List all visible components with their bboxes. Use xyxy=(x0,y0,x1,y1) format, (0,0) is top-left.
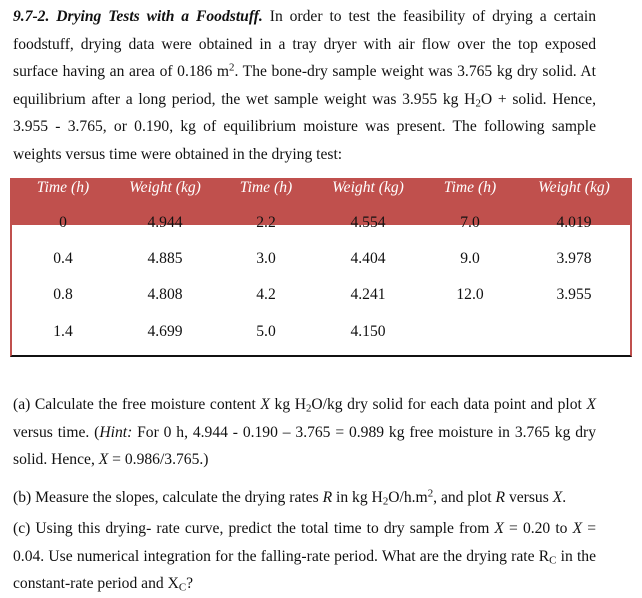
table-cell: 0 xyxy=(59,214,67,231)
text-run: 2 xyxy=(475,97,481,110)
table-header: Time (h) Weight (kg) Time (h) Weight (kg) Ti… xyxy=(10,178,632,225)
text-run: 2 xyxy=(229,61,235,74)
text-run: 2 xyxy=(305,402,312,415)
part-b: (b) Measure the slopes, calculate the dr… xyxy=(13,484,596,512)
table-cell: 4.150 xyxy=(350,323,386,340)
table-cell: 4.554 xyxy=(350,214,386,231)
table-cell: 4.019 xyxy=(556,214,592,231)
text-run: 2 xyxy=(427,487,434,500)
table-cell: 4.699 xyxy=(147,323,183,340)
column-header: Weight (kg) xyxy=(129,179,201,196)
text-run: O/kg dry solid for each data point and p… xyxy=(311,396,587,413)
text-run: C xyxy=(549,554,557,567)
part-a: (a) Calculate the free moisture content … xyxy=(13,391,596,474)
text-run: . xyxy=(562,489,567,506)
text-run: 9.7-2. Drying Tests with a Foodstuff. xyxy=(13,8,263,25)
table-cell: 7.0 xyxy=(460,214,480,231)
text-run: C xyxy=(178,581,187,594)
text-run: 2 xyxy=(382,495,389,508)
part-c: (c) Using this drying- rate curve, predi… xyxy=(13,515,596,598)
table-cell: 2.2 xyxy=(256,214,276,231)
text-run: (a) Calculate the free moisture content xyxy=(13,396,261,413)
column-header: Time (h) xyxy=(443,179,497,196)
text-run: O/h.m xyxy=(388,489,428,506)
drying-data-table: Time (h) Weight (kg) Time (h) Weight (kg) Ti… xyxy=(10,178,632,357)
table-cell: 3.955 xyxy=(556,286,592,303)
text-run: X xyxy=(586,396,596,413)
text-run: . The bone-dry sample weight was 3.765 k… xyxy=(13,63,596,108)
text-run: ? xyxy=(186,575,194,593)
table-cell: 3.978 xyxy=(556,250,592,267)
text-run: In order to test the feasibility of dryi… xyxy=(13,8,596,81)
table-cell: 3.0 xyxy=(256,250,276,267)
table-cell: 4.241 xyxy=(350,286,386,303)
text-run: (c) Using this drying- rate curve, predi… xyxy=(13,520,495,537)
text-run: X xyxy=(98,451,109,469)
table-cell: 4.885 xyxy=(147,250,183,267)
text-run: Hint: xyxy=(99,423,133,441)
text-run: = 0.20 to xyxy=(503,520,573,537)
text-run: For 0 h, 4.944 - 0.190 – 3.765 = 0.989 k… xyxy=(13,423,597,469)
table-cell: 4.944 xyxy=(147,214,183,231)
table-cell: 9.0 xyxy=(460,250,480,267)
text-run: (b) Measure the slopes, calculate the dr… xyxy=(13,489,323,506)
table-cell: 4.808 xyxy=(147,286,183,303)
text-run: kg H xyxy=(269,396,306,413)
column-header: Weight (kg) xyxy=(538,179,610,196)
text-run: = 0.986/3.765.) xyxy=(108,451,209,469)
column-header: Weight (kg) xyxy=(332,179,404,196)
text-run: versus xyxy=(505,489,553,506)
text-run: X xyxy=(494,520,504,537)
problem-intro: 9.7-2. Drying Tests with a Foodstuff. In… xyxy=(13,3,596,169)
column-header: Time (h) xyxy=(239,179,293,196)
column-header: Time (h) xyxy=(36,179,90,196)
table-cell: 1.4 xyxy=(53,323,73,340)
text-run: versus time. ( xyxy=(13,423,100,441)
table-cell: 12.0 xyxy=(456,286,484,303)
text-run: in kg H xyxy=(332,489,383,506)
text-run: , and plot xyxy=(433,489,496,506)
text-run: in the constant-rate period and X xyxy=(13,547,596,593)
table-cell: 0.4 xyxy=(53,250,73,267)
text-run: X xyxy=(260,396,270,413)
text-run: O + solid. Hence, 3.955 - 3.765, or 0.19… xyxy=(13,90,597,163)
table-cell: 0.8 xyxy=(53,286,73,303)
table-cell: 5.0 xyxy=(256,323,276,340)
text-run: R xyxy=(495,489,506,506)
table-cell: 4.2 xyxy=(256,286,276,303)
text-run: = 0.04. Use numerical integration for th… xyxy=(13,520,596,565)
table-cell: 4.404 xyxy=(350,250,386,267)
text-run: R xyxy=(322,489,333,506)
text-run: X xyxy=(552,489,563,506)
text-run: X xyxy=(572,520,583,537)
